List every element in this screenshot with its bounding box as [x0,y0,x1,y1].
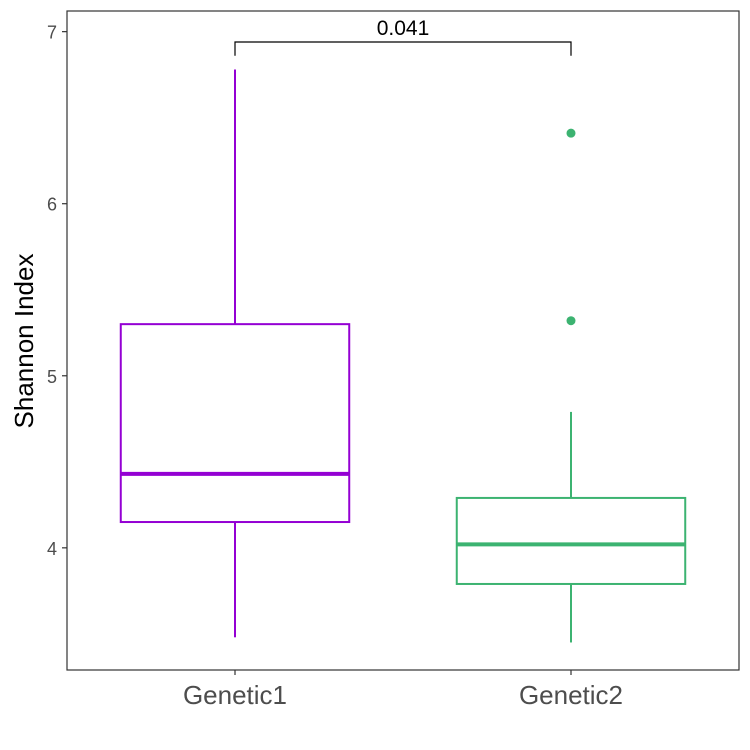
outlier-point [566,128,576,138]
box-genetic2 [455,128,687,643]
outlier-point [566,316,576,326]
chart-marks [119,69,687,643]
interquartile-box [455,496,687,585]
plot-panel-border [66,10,740,671]
significance-bracket [234,41,572,56]
y-axis: 4 5 6 7 [47,23,67,559]
y-tick-label: 7 [47,23,57,43]
y-tick-label: 4 [47,539,57,559]
p-value-label: 0.041 [377,17,430,40]
comparison-annotation: 0.041 [234,17,572,56]
interquartile-box [119,323,351,524]
x-tick-label: Genetic1 [183,680,287,710]
box-genetic1 [119,69,351,638]
y-axis-title: Shannon Index [9,254,39,429]
y-tick-label: 6 [47,195,57,215]
x-axis: Genetic1 Genetic2 [183,670,623,710]
y-tick-label: 5 [47,367,57,387]
x-tick-label: Genetic2 [519,680,623,710]
